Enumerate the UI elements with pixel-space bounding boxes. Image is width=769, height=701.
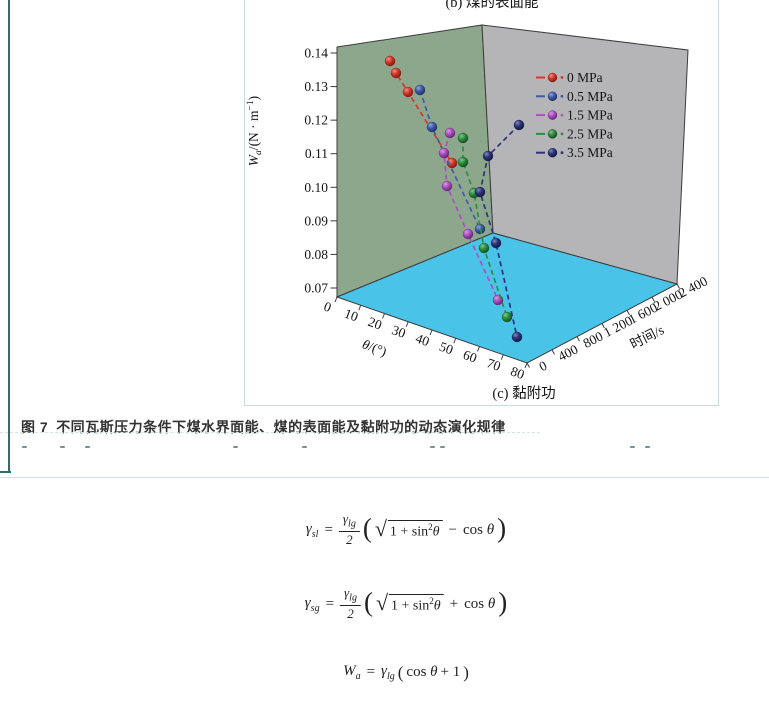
eq2-equals: = bbox=[325, 595, 335, 612]
eq2-radicand: 1 + sin2θ bbox=[389, 593, 444, 615]
eq3-open-paren: ( bbox=[397, 663, 404, 682]
figure-image-frame bbox=[244, 0, 719, 406]
eq1-open-paren: ( bbox=[362, 512, 372, 543]
page-left-border bbox=[8, 0, 10, 472]
eq1-radical-sign: √ bbox=[374, 516, 387, 542]
section-divider-rule bbox=[0, 477, 769, 478]
cut-text-fragment bbox=[302, 446, 307, 448]
eq1-fraction: γlg 2 bbox=[338, 511, 360, 548]
eq1-cos-term: cos θ bbox=[463, 521, 495, 538]
cut-text-fragment bbox=[440, 446, 445, 448]
figure-caption-text: 不同瓦斯压力条件下煤水界面能、煤的表面能及黏附功的动态演化规律 bbox=[56, 419, 506, 435]
cut-text-fragment bbox=[233, 446, 238, 448]
eq2-fraction: γlg 2 bbox=[340, 585, 361, 622]
eq1-equals: = bbox=[324, 521, 333, 538]
eq3-rest: + 1 bbox=[440, 664, 461, 680]
eq3-cos-term: cos θ bbox=[406, 664, 438, 680]
cut-text-fragment bbox=[60, 446, 65, 448]
equation-adhesion-work: Wa = γlg ( cos θ + 1 ) bbox=[343, 663, 469, 682]
eq3-close-paren: ) bbox=[463, 663, 469, 682]
cut-text-fragment bbox=[630, 446, 635, 448]
eq2-operator: + bbox=[449, 595, 459, 612]
eq3-lhs: Wa bbox=[343, 663, 361, 682]
figure-caption: 图 7 不同瓦斯压力条件下煤水界面能、煤的表面能及黏附功的动态演化规律 bbox=[21, 417, 741, 437]
eq3-gamma: γlg bbox=[381, 663, 395, 682]
eq1-radicand: 1 + sin2θ bbox=[387, 519, 443, 541]
caption-separator-line bbox=[0, 432, 540, 433]
cut-text-fragment bbox=[22, 446, 27, 448]
page-left-border-corner bbox=[0, 471, 11, 473]
eq2-open-paren: ( bbox=[363, 586, 373, 617]
eq2-lhs: γsg bbox=[304, 594, 320, 614]
eq3-equals: = bbox=[366, 664, 376, 680]
eq1-lhs: γsl bbox=[305, 520, 319, 540]
cut-text-fragment bbox=[430, 446, 435, 448]
eq2-cos-term: cos θ bbox=[464, 595, 496, 612]
eq1-operator: − bbox=[448, 521, 458, 538]
cut-text-fragment bbox=[645, 446, 650, 448]
eq2-radical-sign: √ bbox=[375, 590, 389, 616]
equation-gamma-sl: γsl = γlg 2 ( √ 1 + sin2θ − cos θ ) bbox=[305, 511, 507, 548]
cut-text-fragment bbox=[85, 446, 90, 448]
figure-caption-label: 图 7 bbox=[21, 419, 49, 435]
eq1-close-paren: ) bbox=[497, 512, 507, 543]
eq2-close-paren: ) bbox=[498, 586, 508, 617]
equation-gamma-sg: γsg = γlg 2 ( √ 1 + sin2θ + cos θ ) bbox=[304, 585, 508, 622]
